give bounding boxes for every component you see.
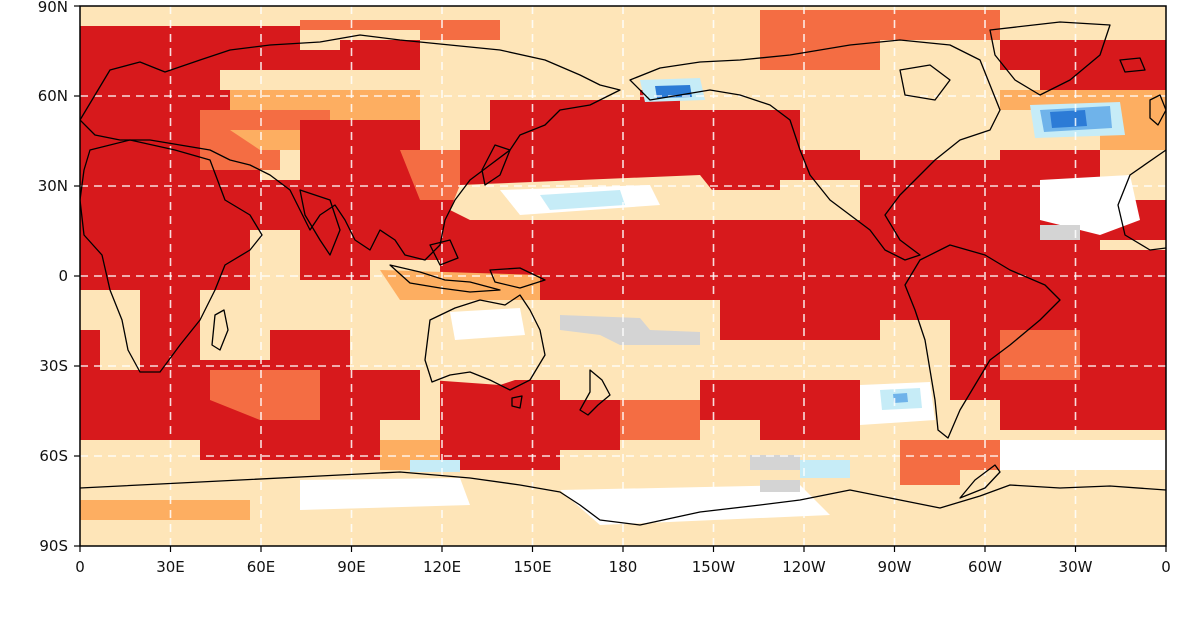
coastline-eurasia	[80, 34, 621, 261]
anomaly-patch	[100, 290, 140, 370]
y-tick-label: 0	[58, 267, 68, 285]
coastline-iceland	[1119, 57, 1146, 73]
anomaly-patch	[800, 460, 850, 478]
anomaly-patch	[1050, 110, 1087, 128]
coastline-madagascar	[211, 309, 229, 351]
x-axis: 0 30E 60E 90E 120E 150E 180 150W 120W 90W 60W 30W 0	[75, 546, 1171, 576]
x-tick-label: 30W	[1059, 558, 1093, 576]
anomaly-patch	[893, 393, 908, 403]
x-tick-label: 90W	[878, 558, 912, 576]
coastline-australia	[424, 294, 546, 391]
coastline-antarctica	[80, 471, 1166, 526]
coastline-new-guinea	[489, 267, 546, 289]
anomaly-patch	[1040, 175, 1140, 235]
map-gridlines	[80, 6, 1166, 546]
coastline-borneo	[429, 239, 459, 266]
anomaly-patch	[400, 150, 460, 200]
coastline-india	[299, 189, 341, 256]
coastline-africa	[80, 139, 263, 373]
anomaly-patch	[450, 308, 525, 340]
x-tick-label: 120E	[423, 558, 461, 576]
anomaly-patch	[440, 380, 620, 470]
anomaly-patch	[410, 460, 460, 472]
anomaly-patch	[470, 90, 860, 200]
anomaly-patch	[560, 485, 830, 525]
x-tick-label: 180	[609, 558, 638, 576]
x-tick-label: 60E	[247, 558, 276, 576]
anomaly-patch	[1000, 440, 1166, 470]
y-tick-label: 60S	[39, 447, 68, 465]
anomaly-patch	[80, 440, 380, 480]
coastline-uk	[1149, 94, 1166, 126]
coastlines	[80, 21, 1166, 526]
coastline-south-america	[904, 244, 1061, 439]
anomaly-patch	[300, 478, 470, 510]
y-tick-label: 30N	[38, 177, 68, 195]
x-tick-label: 90E	[337, 558, 366, 576]
x-tick-label: 60W	[968, 558, 1002, 576]
anomaly-patch	[230, 130, 300, 150]
coastline-indonesia	[389, 264, 501, 293]
y-tick-label: 60N	[38, 87, 68, 105]
coastline-hudson-bay	[899, 64, 951, 101]
anomaly-patch	[80, 26, 420, 90]
anomaly-patch	[1000, 330, 1080, 380]
x-tick-label: 150W	[692, 558, 736, 576]
coastline-tasmania	[511, 395, 523, 409]
anomaly-patch	[750, 455, 800, 470]
anomaly-patch	[230, 90, 420, 120]
x-tick-label: 150E	[513, 558, 551, 576]
y-tick-label: 30S	[39, 357, 68, 375]
x-tick-label: 0	[1161, 558, 1171, 576]
anomaly-patch	[1040, 225, 1080, 240]
coastline-greenland	[989, 21, 1111, 96]
anomaly-patch	[900, 440, 1000, 490]
anomaly-patch	[80, 500, 250, 520]
anomaly-patch	[210, 370, 320, 420]
y-tick-label: 90S	[39, 537, 68, 555]
coastline-new-zealand	[579, 369, 611, 416]
anomaly-patch	[760, 10, 1000, 70]
anomaly-patch	[700, 380, 860, 440]
anomaly-patch	[760, 480, 800, 492]
anomaly-patch	[300, 20, 500, 40]
y-tick-label: 90N	[38, 0, 68, 16]
x-tick-label: 30E	[156, 558, 185, 576]
x-tick-label: 120W	[782, 558, 826, 576]
coastline-north-america	[629, 39, 1001, 261]
anomaly-patch	[540, 190, 625, 210]
anomaly-patch	[560, 315, 700, 345]
anomaly-patch	[440, 220, 1000, 340]
coastline-antarctic-peninsula	[959, 464, 1001, 499]
anomaly-patch	[620, 400, 700, 440]
anomaly-patch	[1000, 40, 1166, 90]
y-axis: 90N 60N 30N 0 30S 60S 90S	[38, 0, 80, 555]
x-tick-label: 0	[75, 558, 85, 576]
coastline-japan	[481, 144, 511, 186]
coastline-west-africa	[1117, 149, 1166, 251]
anomaly-patch	[380, 270, 540, 300]
